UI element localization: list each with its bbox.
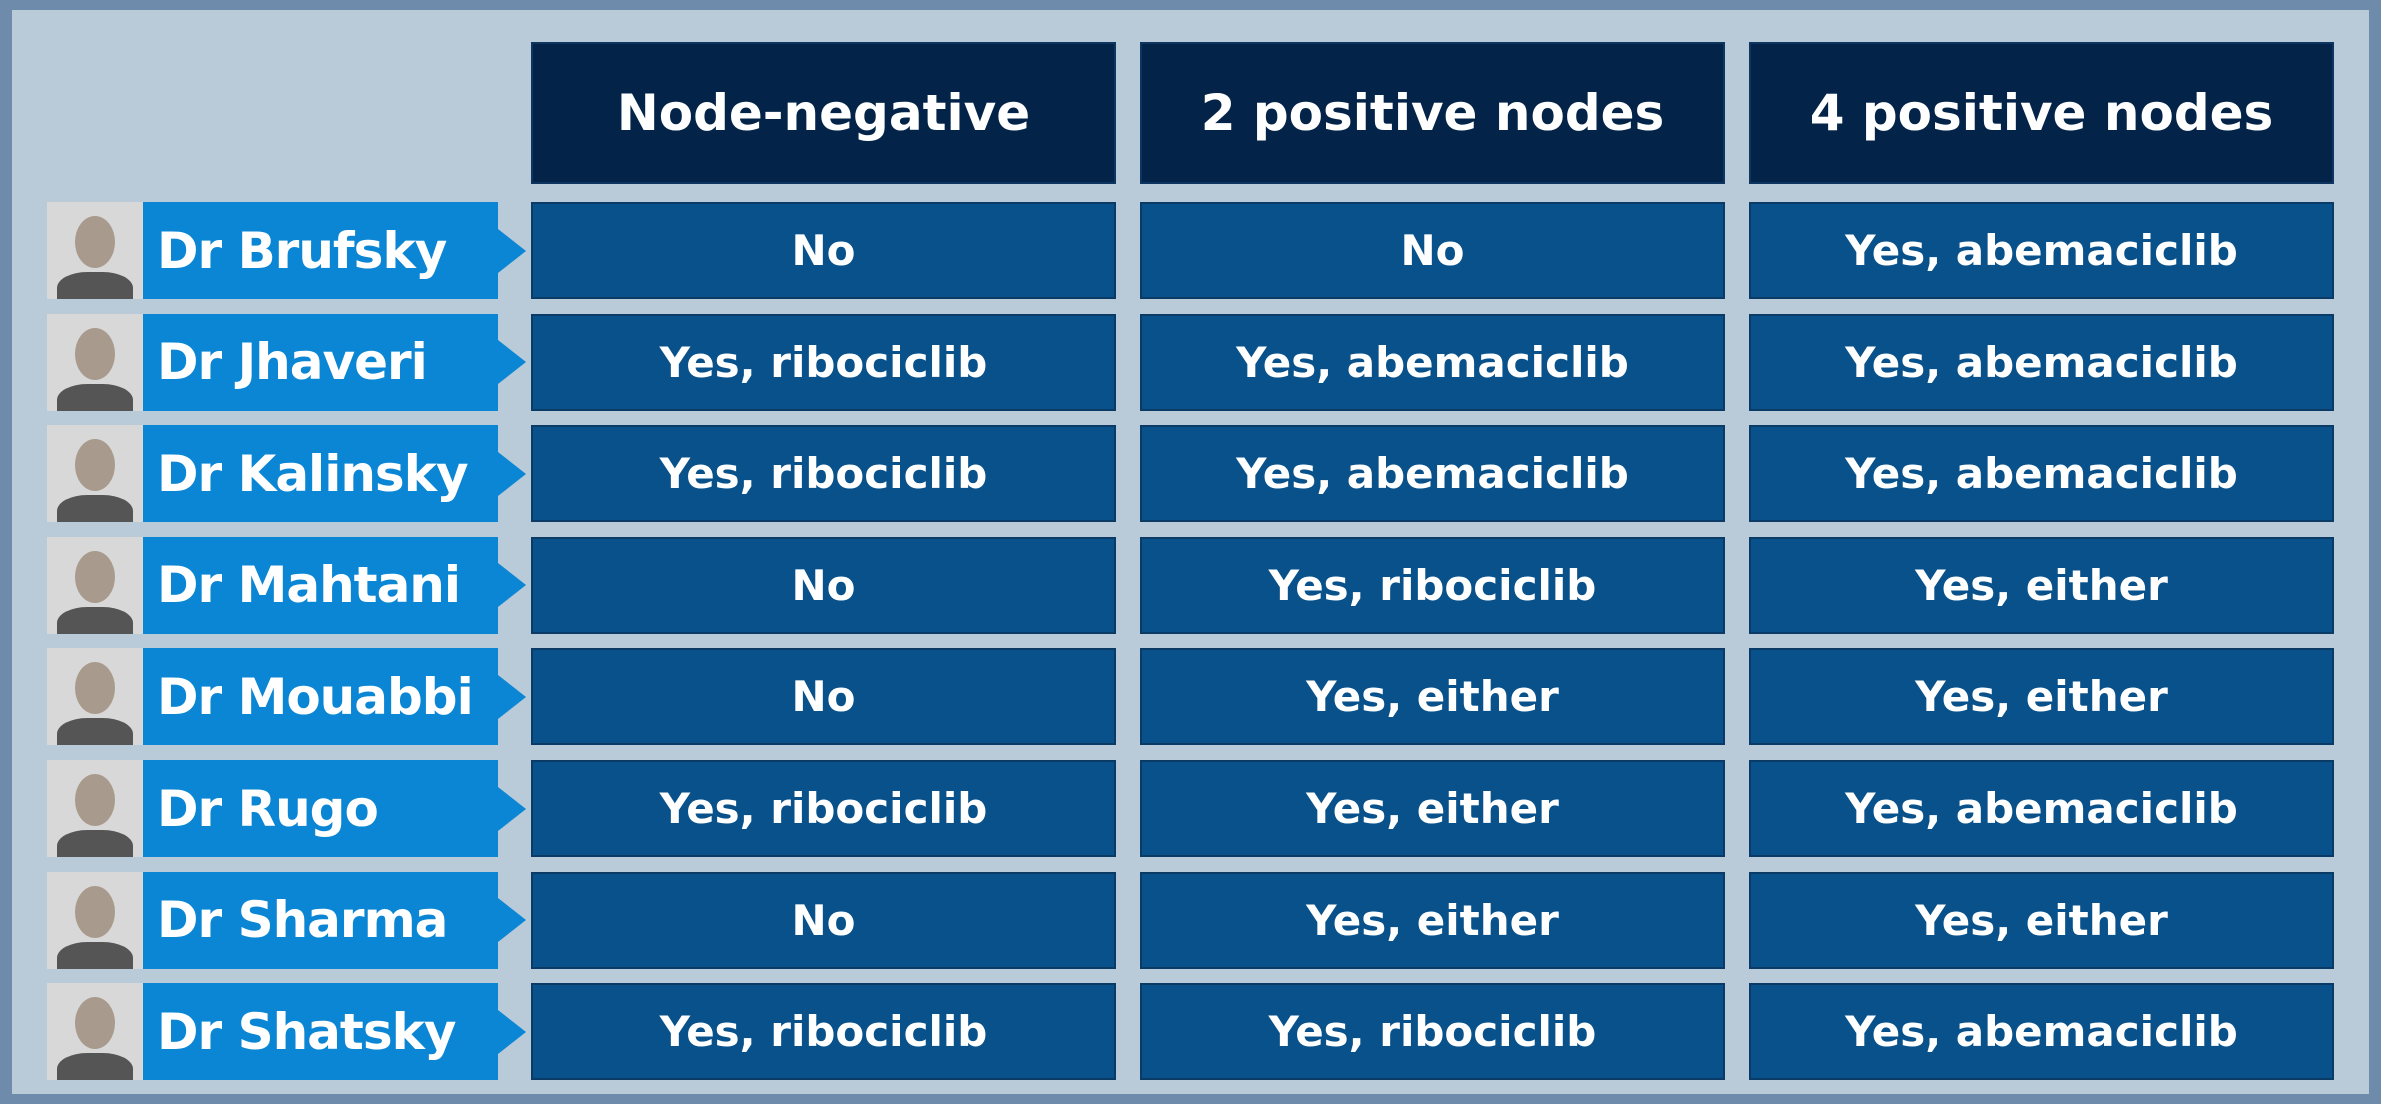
name-arrow: [498, 786, 526, 831]
answer-cell: Yes, ribociclib: [531, 313, 1116, 411]
answer-cell: Yes, abemaciclib: [1140, 425, 1725, 523]
photo-head: [75, 439, 115, 492]
answer-cell: Yes, abemaciclib: [1749, 983, 2334, 1081]
answer-cell: Yes, ribociclib: [531, 760, 1116, 857]
doctor-photo: [47, 983, 143, 1081]
answer-cell: No: [1140, 202, 1725, 299]
answer-cell: Yes, abemaciclib: [1749, 760, 2334, 857]
photo-head: [75, 550, 115, 603]
doctor-photo: [47, 648, 143, 746]
name-arrow: [498, 563, 526, 608]
photo-head: [75, 885, 115, 938]
photo-shoulders: [57, 830, 133, 857]
photo-head: [75, 774, 115, 826]
photo-shoulders: [57, 606, 133, 634]
doctor-photo: [47, 202, 143, 299]
name-arrow: [498, 674, 526, 719]
answer-cell: Yes, either: [1749, 536, 2334, 634]
name-arrow: [498, 340, 526, 385]
column-header: 4 positive nodes: [1749, 42, 2334, 184]
photo-shoulders: [57, 718, 133, 746]
doctor-name: Dr Rugo: [143, 760, 498, 857]
doctor-photo: [47, 425, 143, 523]
doctor-name: Dr Brufsky: [143, 202, 498, 299]
answer-cell: No: [531, 648, 1116, 746]
answer-cell: Yes, ribociclib: [531, 983, 1116, 1081]
doctor-name: Dr Mahtani: [143, 536, 498, 634]
photo-head: [75, 327, 115, 380]
column-header: 2 positive nodes: [1140, 42, 1725, 184]
name-arrow: [498, 228, 526, 273]
name-arrow: [498, 451, 526, 496]
answer-cell: Yes, abemaciclib: [1749, 425, 2334, 523]
answer-cell: Yes, abemaciclib: [1140, 313, 1725, 411]
doctor-photo: [47, 536, 143, 634]
answer-cell: Yes, abemaciclib: [1749, 202, 2334, 299]
answer-cell: Yes, either: [1140, 760, 1725, 857]
doctor-photo: [47, 313, 143, 411]
photo-shoulders: [57, 1053, 133, 1081]
photo-head: [75, 216, 115, 268]
doctor-name: Dr Kalinsky: [143, 425, 498, 523]
answer-cell: Yes, ribociclib: [1140, 983, 1725, 1081]
photo-head: [75, 662, 115, 715]
doctor-name: Dr Sharma: [143, 871, 498, 969]
column-header: Node-negative: [531, 42, 1116, 184]
photo-shoulders: [57, 495, 133, 523]
doctor-name: Dr Jhaveri: [143, 313, 498, 411]
photo-shoulders: [57, 272, 133, 299]
name-arrow: [498, 898, 526, 943]
answer-cell: Yes, ribociclib: [1140, 536, 1725, 634]
photo-head: [75, 997, 115, 1050]
answer-cell: Yes, either: [1140, 871, 1725, 969]
doctor-photo: [47, 760, 143, 857]
answer-cell: No: [531, 202, 1116, 299]
answer-cell: No: [531, 536, 1116, 634]
answer-cell: Yes, either: [1749, 648, 2334, 746]
photo-shoulders: [57, 383, 133, 411]
answer-cell: Yes, ribociclib: [531, 425, 1116, 523]
answer-cell: Yes, abemaciclib: [1749, 313, 2334, 411]
doctor-name: Dr Mouabbi: [143, 648, 498, 746]
answer-cell: No: [531, 871, 1116, 969]
doctor-photo: [47, 871, 143, 969]
answer-cell: Yes, either: [1749, 871, 2334, 969]
name-arrow: [498, 1009, 526, 1054]
doctor-name: Dr Shatsky: [143, 983, 498, 1081]
answer-cell: Yes, either: [1140, 648, 1725, 746]
photo-shoulders: [57, 941, 133, 969]
